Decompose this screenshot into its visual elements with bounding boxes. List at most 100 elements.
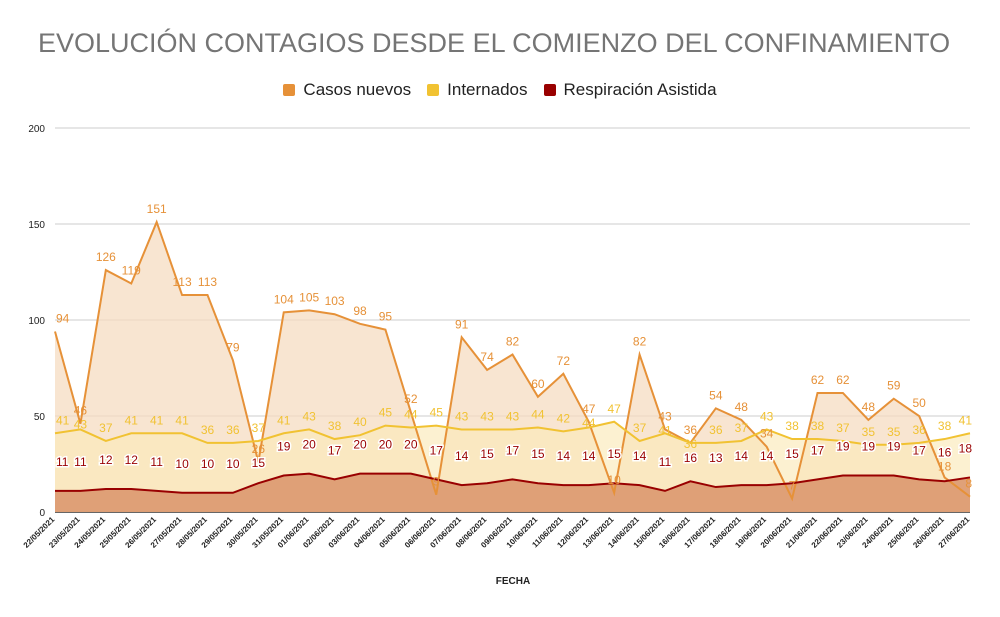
data-label: 91: [455, 317, 469, 331]
data-label: 41: [150, 413, 164, 427]
data-label: 20: [404, 438, 418, 452]
data-label: 113: [198, 275, 217, 289]
data-label: 72: [557, 354, 571, 368]
data-label: 16: [684, 451, 698, 465]
legend-item-respiracion-asistida[interactable]: Respiración Asistida: [543, 80, 717, 100]
data-label: 11: [659, 455, 672, 469]
data-label: 40: [353, 415, 367, 429]
data-label: 37: [633, 421, 647, 435]
data-label: 19: [862, 440, 876, 454]
data-label: 54: [709, 388, 723, 402]
data-label: 20: [353, 438, 367, 452]
data-label: 20: [302, 438, 316, 452]
series-line-0: [54, 219, 971, 502]
x-axis-label: FECHA: [496, 576, 530, 587]
legend-item-internados[interactable]: Internados: [427, 80, 528, 100]
data-label: 36: [226, 423, 240, 437]
data-label: 36: [684, 423, 698, 437]
data-label: 104: [274, 292, 294, 306]
y-tick-label: 150: [28, 220, 45, 231]
data-label: 7: [789, 479, 796, 493]
data-label: 17: [811, 443, 825, 457]
legend-label: Casos nuevos: [303, 80, 412, 99]
data-label: 17: [430, 443, 444, 457]
data-label: 20: [379, 438, 393, 452]
data-label: 17: [328, 443, 342, 457]
data-label: 41: [658, 423, 672, 437]
data-label: 38: [328, 419, 342, 433]
data-label: 82: [506, 335, 520, 349]
data-label: 43: [480, 409, 494, 423]
data-label: 95: [379, 310, 393, 324]
data-label: 11: [74, 455, 87, 469]
data-label: 36: [912, 423, 926, 437]
data-label: 12: [125, 453, 139, 467]
data-label: 113: [173, 275, 192, 289]
legend-label: Internados: [447, 80, 528, 99]
data-label: 94: [56, 312, 70, 326]
data-label: 37: [252, 421, 266, 435]
chart-title: EVOLUCIÓN CONTAGIOS DESDE EL COMIENZO DE…: [38, 28, 951, 58]
data-label: 38: [785, 419, 799, 433]
data-label: 14: [455, 449, 469, 463]
data-label: 46: [74, 404, 88, 418]
legend: Casos nuevos Internados Respiración Asis…: [0, 80, 1000, 100]
data-label: 10: [226, 457, 240, 471]
data-label: 36: [709, 423, 723, 437]
data-label: 16: [938, 445, 952, 459]
data-label: 43: [455, 409, 469, 423]
data-label: 37: [99, 421, 113, 435]
data-label: 98: [353, 304, 367, 318]
data-label: 19: [277, 440, 291, 454]
data-label: 44: [582, 416, 596, 430]
data-label: 10: [201, 457, 215, 471]
data-label: 43: [658, 409, 672, 423]
data-label: 62: [811, 373, 825, 387]
legend-item-casos-nuevos[interactable]: Casos nuevos: [283, 80, 411, 100]
data-label: 43: [302, 409, 316, 423]
data-label: 119: [122, 264, 141, 278]
data-label: 50: [912, 396, 926, 410]
data-label: 44: [531, 408, 545, 422]
data-label: 9: [433, 475, 440, 489]
data-label: 19: [887, 440, 901, 454]
data-label: 8: [965, 477, 972, 491]
data-label: 17: [912, 443, 926, 457]
data-label: 44: [404, 408, 418, 422]
data-label: 38: [811, 419, 825, 433]
data-label: 12: [99, 453, 113, 467]
data-label: 13: [709, 451, 723, 465]
data-label: 15: [785, 447, 799, 461]
legend-swatch: [543, 84, 556, 96]
data-label: 37: [735, 421, 749, 435]
data-label: 35: [887, 425, 901, 439]
legend-swatch: [283, 84, 296, 96]
data-label: 10: [607, 473, 621, 487]
data-label: 45: [430, 406, 444, 420]
data-label: 41: [277, 413, 291, 427]
data-label: 103: [325, 294, 345, 308]
data-label: 79: [226, 340, 240, 354]
series-line-2: [55, 472, 971, 494]
data-label: 47: [582, 402, 596, 416]
data-label: 151: [147, 202, 167, 216]
legend-swatch: [427, 84, 440, 96]
data-label: 43: [760, 409, 774, 423]
data-label: 14: [760, 449, 774, 463]
data-label: 37: [836, 421, 850, 435]
data-label: 15: [480, 447, 494, 461]
data-label: 18: [938, 459, 952, 473]
data-label: 14: [582, 449, 596, 463]
data-label: 74: [480, 350, 494, 364]
series-line-1: [54, 420, 971, 446]
data-label: 52: [404, 392, 418, 406]
data-label: 60: [531, 377, 545, 391]
data-label: 26: [252, 442, 266, 456]
data-label: 82: [633, 335, 647, 349]
data-label: 11: [56, 455, 69, 469]
data-label: 15: [607, 447, 621, 461]
data-label: 42: [557, 411, 571, 425]
y-tick-label: 100: [28, 316, 45, 327]
